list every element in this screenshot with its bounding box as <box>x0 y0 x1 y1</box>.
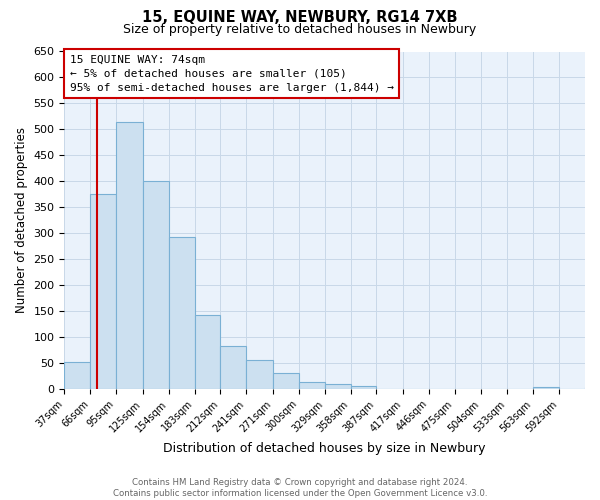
Bar <box>325 384 350 389</box>
Bar <box>246 360 273 389</box>
Bar <box>273 374 299 389</box>
Bar <box>194 315 220 389</box>
Bar <box>585 388 600 389</box>
Bar <box>64 362 90 389</box>
Bar <box>90 194 116 389</box>
Bar <box>350 386 376 389</box>
Bar <box>299 382 325 389</box>
Bar <box>169 237 194 389</box>
Text: Contains HM Land Registry data © Crown copyright and database right 2024.
Contai: Contains HM Land Registry data © Crown c… <box>113 478 487 498</box>
Y-axis label: Number of detached properties: Number of detached properties <box>15 128 28 314</box>
Bar <box>533 388 559 389</box>
Bar <box>143 182 169 389</box>
Text: 15, EQUINE WAY, NEWBURY, RG14 7XB: 15, EQUINE WAY, NEWBURY, RG14 7XB <box>142 10 458 25</box>
Text: Size of property relative to detached houses in Newbury: Size of property relative to detached ho… <box>124 22 476 36</box>
Text: 15 EQUINE WAY: 74sqm
← 5% of detached houses are smaller (105)
95% of semi-detac: 15 EQUINE WAY: 74sqm ← 5% of detached ho… <box>70 55 394 93</box>
Bar <box>116 122 143 389</box>
X-axis label: Distribution of detached houses by size in Newbury: Distribution of detached houses by size … <box>163 442 486 455</box>
Bar <box>220 346 246 389</box>
